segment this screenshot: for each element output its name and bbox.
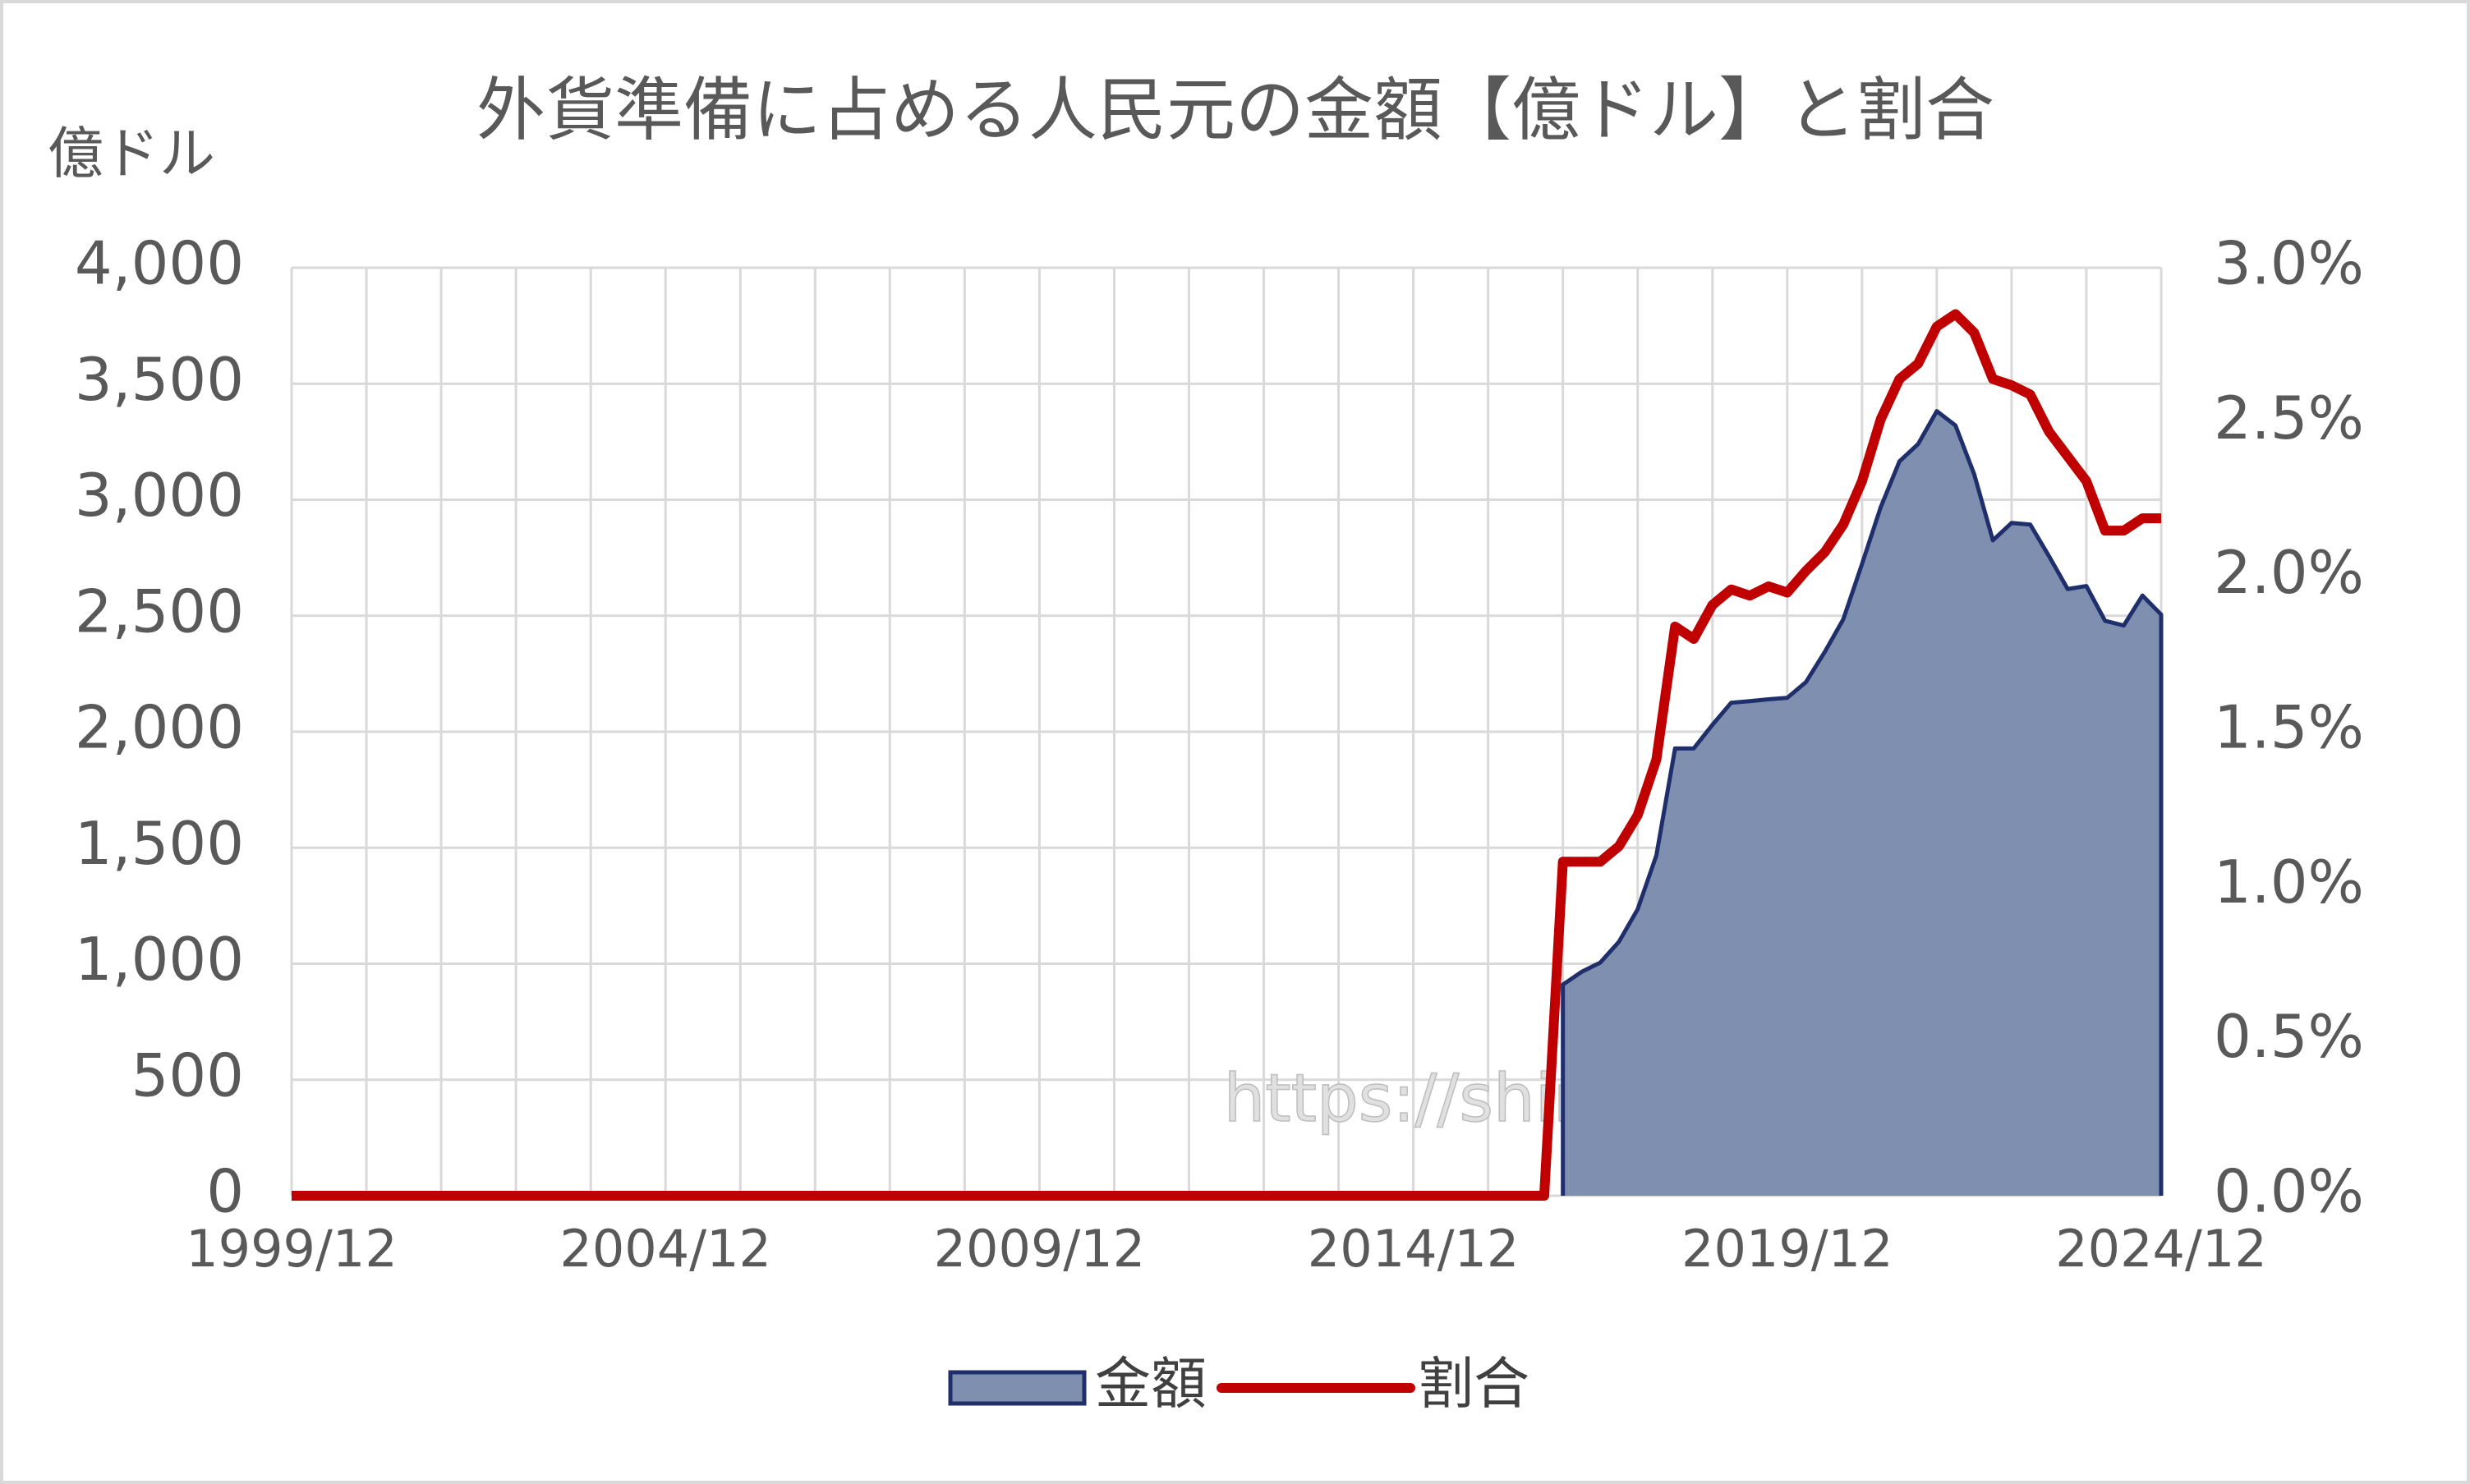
y2-tick-label: 3.0% [2214, 229, 2364, 298]
y-tick-label: 0 [206, 1157, 244, 1226]
chart-title: 外貨準備に占める人民元の金額【億ドル】と割合 [476, 70, 1994, 150]
y-tick-label: 3,500 [75, 345, 244, 414]
y-tick-label: 500 [131, 1041, 244, 1110]
x-tick-label: 2014/12 [1308, 1219, 1520, 1279]
line [292, 309, 2161, 1201]
y2-tick-label: 1.0% [2214, 848, 2364, 917]
y2-tick-label: 0.0% [2214, 1157, 2364, 1226]
y-tick-label: 1,500 [75, 809, 244, 878]
legend-label: 金額 [1095, 1353, 1207, 1417]
area-outline [1561, 409, 2164, 1196]
x-tick-label: 2009/12 [934, 1219, 1146, 1279]
y2-tick-label: 1.5% [2214, 693, 2364, 762]
y-axis-label: 億ドル [48, 122, 215, 187]
y-tick-label: 4,000 [75, 229, 244, 298]
legend-swatch [948, 1370, 1087, 1406]
y-tick-label: 2,000 [75, 693, 244, 762]
area [1562, 411, 2161, 1197]
y2-tick-label: 2.5% [2214, 384, 2364, 453]
y-tick-label: 2,500 [75, 577, 244, 646]
y2-tick-label: 0.5% [2214, 1002, 2364, 1071]
legend-label: 割合 [1418, 1353, 1529, 1417]
y-tick-label: 3,000 [75, 461, 244, 530]
x-tick-label: 2024/12 [2055, 1219, 2267, 1279]
y-tick-label: 1,000 [75, 925, 244, 994]
x-tick-label: 1999/12 [186, 1219, 398, 1279]
x-tick-label: 2019/12 [1681, 1219, 1893, 1279]
x-tick-label: 2004/12 [559, 1219, 771, 1279]
y2-tick-label: 2.0% [2214, 538, 2364, 607]
